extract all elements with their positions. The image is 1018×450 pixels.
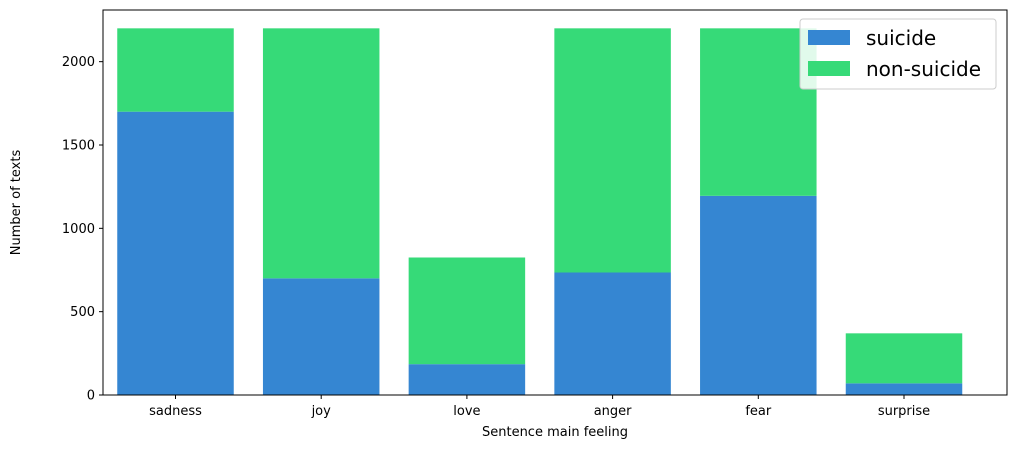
bar-non-suicide-love [408,257,526,365]
legend-label-non-suicide: non-suicide [866,57,981,81]
bar-non-suicide-joy [262,28,380,279]
y-tick-label: 2000 [62,55,95,70]
legend: suicide non-suicide [799,18,997,90]
bar-non-suicide-anger [554,28,671,273]
bar-non-suicide-sadness [117,28,234,112]
y-axis-ticks: 0 500 1000 1500 2000 [62,55,103,404]
y-tick-label: 0 [87,389,95,404]
y-tick-label: 1500 [62,139,95,154]
bar-suicide-love [408,364,526,395]
bars-group [117,28,963,396]
bar-suicide-surprise [845,383,963,395]
x-tick-label: fear [745,404,772,419]
bar-suicide-anger [554,272,671,395]
bar-suicide-joy [262,278,380,395]
x-tick-label: joy [311,404,332,419]
plot-frame [102,9,1008,396]
x-axis-label: Sentence main feeling [482,425,628,440]
y-tick-label: 500 [70,305,95,320]
y-tick-label: 1000 [62,222,95,237]
x-tick-label: love [453,404,480,419]
legend-swatch-non-suicide [808,61,850,76]
x-tick-label: sadness [149,404,202,419]
x-axis-ticks: sadness joy love anger fear surprise [149,395,930,419]
x-tick-label: anger [594,404,632,419]
legend-swatch-suicide [808,30,850,45]
bar-suicide-sadness [117,111,234,396]
y-axis-label: Number of texts [9,150,24,256]
legend-label-suicide: suicide [866,26,936,50]
bar-suicide-fear [700,195,817,395]
x-tick-label: surprise [878,404,930,419]
bar-non-suicide-fear [700,28,817,196]
bar-non-suicide-surprise [845,333,963,384]
